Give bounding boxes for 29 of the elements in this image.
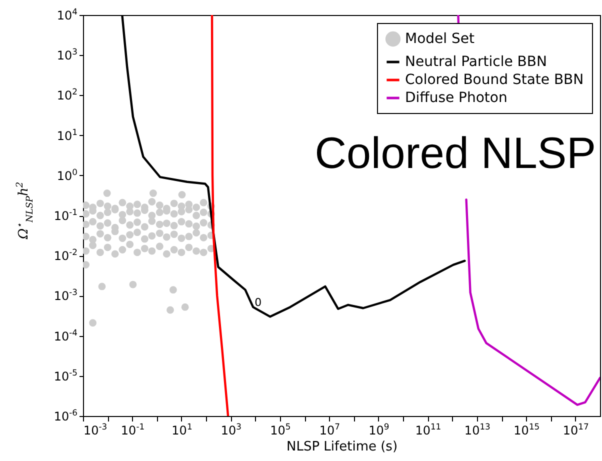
legend-label: Colored Bound State BBN [405, 72, 584, 88]
annotation: Colored NLSP [314, 129, 596, 178]
x-tick-label: 10$^{1}$ [172, 422, 192, 438]
x-tick-label: 10$^{13}$ [464, 422, 490, 438]
x-tick-label: 10$^{-3}$ [84, 422, 108, 438]
x-tick-label: 10$^{5}$ [270, 422, 291, 438]
x-tick-label: 10$^{17}$ [562, 422, 589, 438]
legend-label: Neutral Particle BBN [405, 54, 547, 70]
annotation: 0 [254, 296, 262, 309]
x-tick-label: 10$^{3}$ [220, 422, 242, 438]
legend-label: Model Set [405, 31, 475, 47]
x-tick-label: 10$^{11}$ [415, 422, 442, 438]
x-tick-label: 10$^{-1}$ [120, 422, 145, 438]
y-tick-label: 10$^{-3}$ [54, 287, 78, 304]
y-tick-label: 10$^{0}$ [56, 166, 78, 183]
x-tick-label: 10$^{7}$ [319, 422, 340, 438]
legend-label: Diffuse Photon [405, 90, 508, 106]
x-tick-label: 10$^{9}$ [368, 422, 390, 438]
y-tick-label: 10$^{-2}$ [54, 247, 78, 264]
x-axis-title: NLSP Lifetime (s) [286, 440, 398, 454]
y-tick-label: 10$^{-1}$ [54, 207, 78, 223]
y-tick-label: 10$^{-5}$ [54, 367, 78, 384]
y-tick-label: 10$^{-6}$ [54, 408, 78, 424]
y-tick-label: 10$^{2}$ [56, 86, 78, 103]
y-tick-label: 10$^{-4}$ [54, 327, 78, 344]
y-tick-label: 10$^{4}$ [56, 6, 78, 22]
y-tick-label: 10$^{1}$ [56, 126, 78, 143]
x-tick-label: 10$^{15}$ [514, 422, 540, 438]
y-tick-label: 10$^{3}$ [56, 46, 78, 63]
